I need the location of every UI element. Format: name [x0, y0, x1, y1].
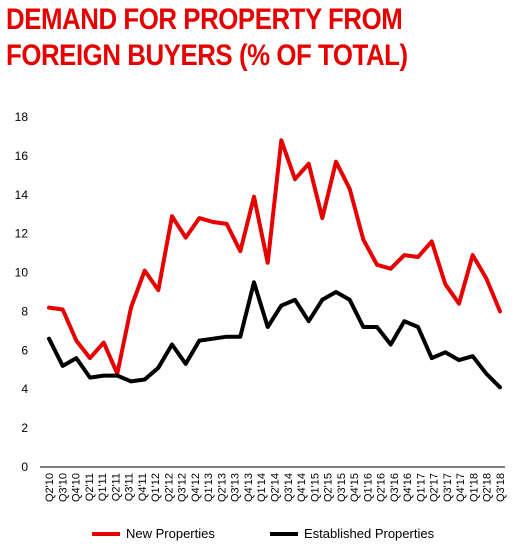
legend-label-established: Established Properties [304, 526, 435, 541]
x-tick-label: Q2'11 [84, 473, 96, 501]
x-tick-label: Q3'13 [230, 473, 242, 502]
x-tick-label: Q3'11 [124, 473, 136, 501]
x-tick-label: Q2'11 [110, 473, 122, 501]
series-line-new-properties [47, 138, 502, 376]
y-tick-label: 6 [21, 343, 28, 357]
x-tick-label: Q4'10 [71, 473, 83, 502]
x-tick-label: Q4'17 [455, 473, 467, 502]
x-tick-label: Q3'18 [495, 473, 507, 502]
x-tick-label: Q2'12 [163, 473, 175, 502]
legend-swatch-established [270, 531, 298, 536]
legend-swatch-new [92, 531, 120, 536]
x-tick-label: Q1'12 [150, 473, 162, 502]
x-tick-label: Q3'15 [336, 473, 348, 502]
x-tick-label: Q2'14 [270, 473, 282, 502]
y-axis: 0 2 4 6 8 10 12 14 16 18 [15, 110, 29, 474]
y-tick-label: 2 [21, 421, 28, 435]
x-tick-label: Q1'14 [256, 473, 268, 502]
y-tick-label: 10 [15, 266, 29, 280]
x-tick-label: Q4'15 [349, 473, 361, 502]
x-tick-label: Q1'13 [203, 473, 215, 502]
series-line-established-properties [47, 280, 502, 390]
x-tick-label: Q4'11 [137, 473, 149, 501]
legend-item-new: New Properties [92, 526, 215, 541]
x-tick-label: Q2'17 [429, 473, 441, 502]
y-tick-label: 16 [15, 149, 29, 163]
y-tick-label: 18 [15, 110, 29, 124]
x-tick-label: Q2'13 [216, 473, 228, 502]
legend-label-new: New Properties [126, 526, 215, 541]
x-tick-label: Q1'15 [309, 473, 321, 502]
y-tick-label: 14 [15, 188, 29, 202]
x-tick-label: Q1'11 [97, 473, 109, 501]
x-tick-label: Q3'16 [389, 473, 401, 502]
x-tick-label: Q1'17 [415, 473, 427, 502]
y-tick-label: 8 [21, 304, 28, 318]
x-tick-label: Q2'16 [376, 473, 388, 502]
x-tick-label: Q4'12 [190, 473, 202, 502]
x-tick-label: Q3'17 [442, 473, 454, 502]
x-tick-label: Q4'14 [296, 473, 308, 502]
x-tick-label: Q2'18 [482, 473, 494, 502]
y-tick-label: 0 [21, 460, 28, 474]
x-tick-label: Q3'10 [57, 473, 69, 502]
legend: New Properties Established Properties [0, 526, 528, 546]
x-tick-label: Q1'16 [362, 473, 374, 502]
x-tick-label: Q4'13 [243, 473, 255, 502]
series-group [47, 138, 502, 390]
y-tick-label: 12 [15, 227, 29, 241]
legend-item-established: Established Properties [270, 526, 434, 541]
x-tick-label: Q3'12 [177, 473, 189, 502]
chart-title: DEMAND FOR PROPERTY FROM FOREIGN BUYERS … [6, 3, 408, 72]
x-tick-label: Q1'18 [468, 473, 480, 502]
y-tick-label: 4 [21, 382, 28, 396]
x-tick-label: Q4'16 [402, 473, 414, 502]
x-tick-label: Q2'15 [323, 473, 335, 502]
x-tick-label: Q3'14 [283, 473, 295, 502]
x-axis: Q2'10 Q3'10 Q4'10 Q2'11 Q1'11 Q2'11 Q3'11 Q4'11… [40, 466, 507, 502]
x-tick-label: Q2'10 [44, 473, 56, 502]
